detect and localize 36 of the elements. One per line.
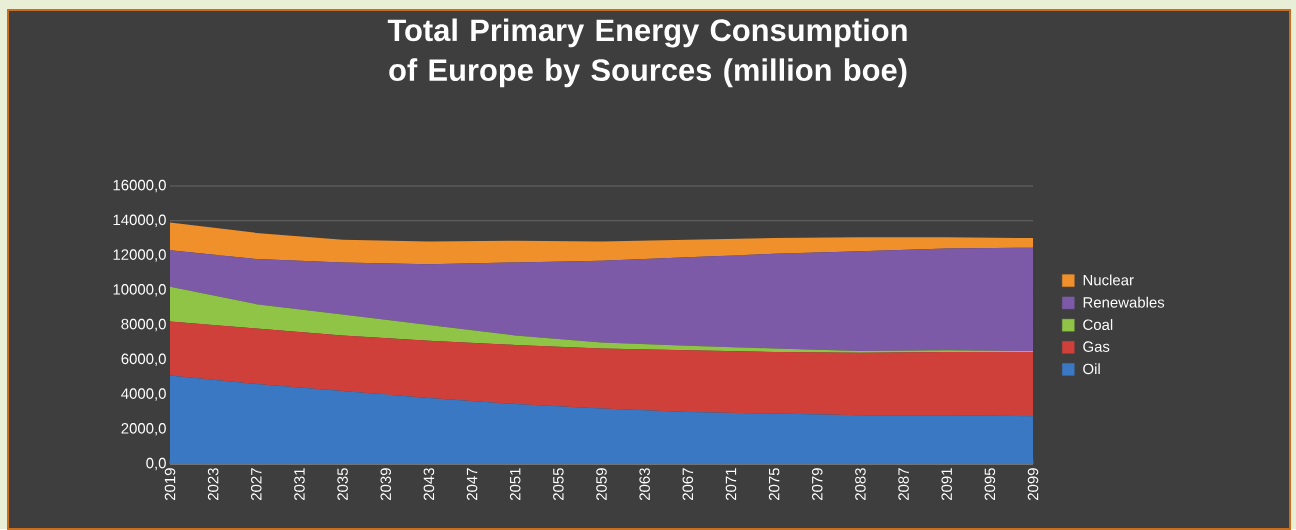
legend-label: Coal: [1083, 319, 1113, 330]
x-tick-label: 2079: [811, 468, 823, 501]
x-tick-label: 2055: [553, 468, 564, 501]
legend-label: Renewables: [1083, 296, 1165, 308]
legend-label: Gas: [1083, 341, 1110, 352]
x-tick-label: 2027: [251, 468, 262, 501]
x-tick-label: 2091: [941, 468, 952, 501]
x-tick-label: 2047: [466, 468, 478, 501]
y-tick-label: 2000,0: [121, 423, 166, 436]
y-tick-label: 4000,0: [121, 388, 166, 401]
x-tick-label: 2051: [509, 468, 521, 501]
x-tick-label: 2087: [898, 468, 909, 501]
chart-title: Total Primary Energy Consumption of Europe by Sources (million boe): [387, 18, 907, 88]
y-tick-label: 0,0: [146, 457, 166, 471]
legend-label: Nuclear: [1083, 274, 1134, 286]
x-tick-label: 2035: [337, 468, 348, 501]
y-tick-label: 10000,0: [113, 284, 166, 297]
x-tick-label: 2095: [984, 468, 996, 501]
x-tick-label: 2099: [1027, 468, 1039, 501]
x-tick-label: 2075: [768, 468, 780, 501]
y-tick-label: 16000,0: [113, 179, 166, 193]
x-tick-label: 2063: [639, 468, 650, 501]
y-tick-label: 14000,0: [113, 214, 166, 227]
x-tick-label: 2043: [423, 468, 435, 501]
legend-label: Oil: [1083, 363, 1100, 375]
x-tick-label: 2031: [294, 468, 305, 501]
y-tick-label: 8000,0: [121, 318, 166, 332]
x-tick-label: 2083: [855, 468, 866, 501]
x-tick-label: 2023: [207, 468, 219, 501]
x-tick-label: 2067: [682, 468, 694, 501]
x-tick-label: 2019: [164, 468, 176, 501]
x-tick-label: 2059: [596, 468, 607, 501]
y-tick-label: 12000,0: [113, 249, 166, 262]
x-tick-label: 2071: [725, 468, 737, 501]
y-tick-label: 6000,0: [121, 353, 166, 366]
x-tick-label: 2039: [380, 468, 392, 501]
